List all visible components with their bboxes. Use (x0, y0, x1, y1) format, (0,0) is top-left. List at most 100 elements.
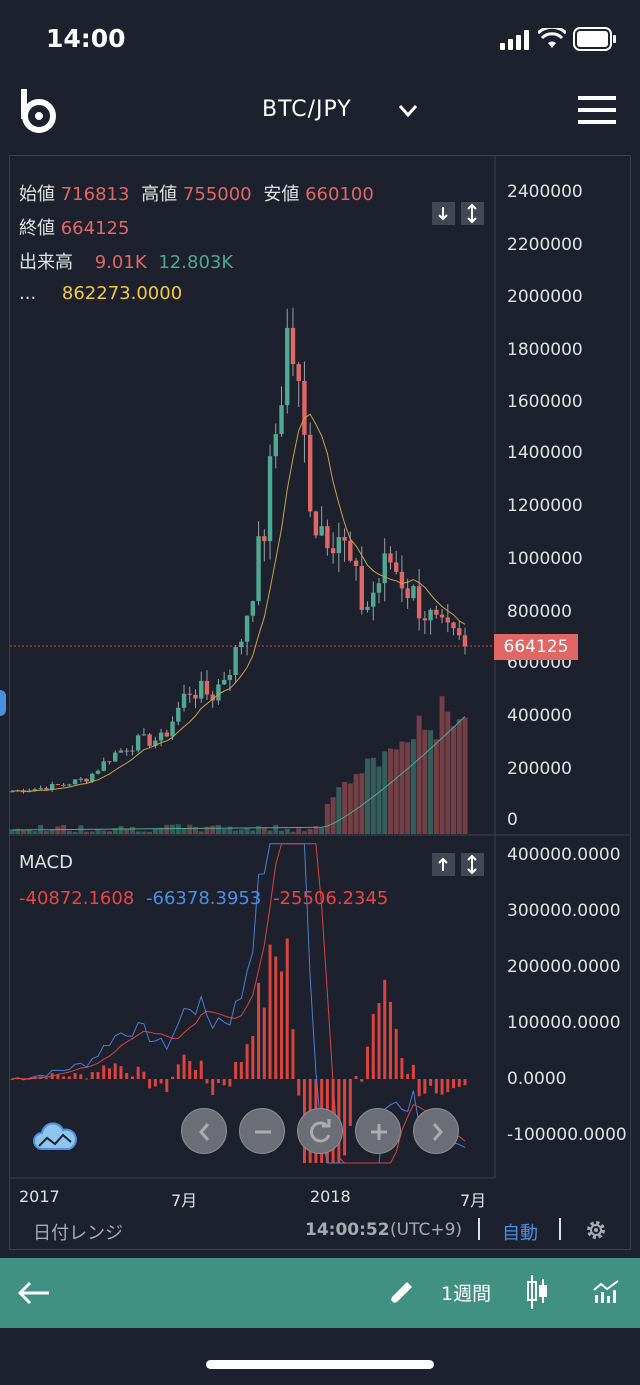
volume-bar (204, 826, 210, 834)
volume-bar (261, 827, 267, 834)
volume-bar (66, 830, 72, 834)
volume-bar (20, 829, 26, 834)
home-indicator (206, 1360, 434, 1369)
price-tick: 1800000 (507, 340, 583, 360)
candle-body (405, 588, 410, 599)
zoom-in-button[interactable] (355, 1108, 401, 1154)
back-arrow-icon[interactable] (17, 1280, 51, 1306)
arrow-up-icon (438, 857, 448, 871)
volume-bar (152, 828, 158, 834)
macd-histogram-bar (354, 1076, 358, 1079)
scale-expand-button[interactable] (461, 202, 484, 225)
pencil-icon[interactable] (386, 1278, 416, 1308)
volume-value-2: 12.803K (158, 252, 234, 273)
price-tick: 200000 (507, 759, 572, 779)
timezone[interactable]: (UTC+9) (390, 1220, 463, 1240)
candle-body (399, 571, 405, 589)
auto-scale-button[interactable]: 自動 (502, 1223, 538, 1244)
candle-body (296, 364, 301, 381)
period-selector[interactable]: 1週間 (441, 1283, 492, 1305)
indicator-icon[interactable] (592, 1278, 620, 1304)
volume-bar (198, 831, 204, 834)
candle-body (434, 609, 439, 615)
macd-histogram-bar (216, 1079, 220, 1084)
volume-label: 出来高 (19, 252, 73, 273)
macd-histogram-bar (285, 938, 289, 1079)
candle-body (90, 773, 95, 782)
macd-histogram-bar (440, 1079, 444, 1095)
candle-body (158, 732, 164, 741)
macd-histogram-bar (388, 1001, 392, 1079)
macd-scale-expand-button[interactable] (461, 853, 484, 876)
candlestick-icon[interactable] (525, 1273, 549, 1311)
date-range-button[interactable]: 日付レンジ (33, 1223, 123, 1244)
macd-histogram-bar (383, 979, 387, 1079)
low-label: 安値 (263, 184, 300, 205)
candle-body (285, 327, 290, 406)
volume-bar (32, 831, 38, 834)
volume-bar (9, 829, 15, 834)
candle-body (376, 583, 382, 593)
volume-bar (250, 830, 256, 834)
plus-icon (371, 1124, 387, 1140)
candle-body (193, 694, 198, 699)
chevron-down-icon[interactable] (398, 104, 418, 118)
scroll-right-button[interactable] (413, 1108, 459, 1154)
macd-histogram-bar (239, 1061, 243, 1079)
candle-body (153, 740, 158, 746)
candle-body (250, 601, 256, 616)
macd-tick: 0.0000 (507, 1069, 567, 1089)
macd-histogram-bar (366, 1046, 370, 1079)
candle-body (199, 680, 204, 699)
candle-body (239, 641, 244, 648)
macd-histogram-bar (360, 1079, 364, 1082)
candle-body (290, 327, 296, 365)
bottom-toolbar: 1週間 (0, 1258, 640, 1328)
macd-histogram-bar (182, 1054, 186, 1079)
candle-body (61, 784, 66, 786)
chevron-left-icon (199, 1123, 210, 1141)
candle-body (342, 537, 347, 541)
macd-histogram-bar (463, 1079, 467, 1086)
close-value: 664125 (60, 218, 130, 239)
bitbank-logo-icon[interactable] (19, 88, 59, 134)
candle-body (101, 761, 106, 771)
zoom-out-button[interactable] (239, 1108, 285, 1154)
gear-icon[interactable] (584, 1218, 608, 1242)
chart-frame[interactable] (9, 155, 631, 1250)
moving-average-line (11, 413, 466, 792)
cloud-icon[interactable] (33, 1122, 77, 1152)
candle-body (216, 684, 221, 701)
candle-body (107, 761, 112, 763)
macd-histogram-bar (62, 1076, 66, 1079)
macd-histogram-bar (119, 1066, 123, 1079)
status-time: 14:00 (46, 24, 126, 53)
volume-bar (284, 828, 290, 834)
macd-histogram-bar (171, 1076, 175, 1079)
volume-bar (49, 829, 55, 834)
volume-bar (405, 742, 411, 834)
candle-body (307, 434, 313, 512)
scale-down-button[interactable] (432, 202, 455, 225)
volume-bar (101, 830, 107, 834)
volume-bar (210, 825, 216, 834)
candlestick-chart[interactable] (0, 0, 640, 1250)
menu-icon[interactable] (578, 96, 616, 124)
scroll-left-button[interactable] (181, 1108, 227, 1154)
macd-scale-up-button[interactable] (432, 853, 455, 876)
macd-histogram-bar (291, 1029, 295, 1079)
chevron-right-icon (432, 1123, 443, 1141)
macd-histogram-bar (44, 1078, 48, 1080)
reset-button[interactable] (297, 1108, 343, 1154)
macd-histogram-bar (348, 1079, 352, 1126)
pair-title[interactable]: BTC/JPY (262, 97, 352, 122)
macd-histogram-bar (400, 1057, 404, 1079)
wifi-icon (538, 28, 566, 48)
volume-bar (147, 831, 153, 834)
macd-histogram-bar (446, 1079, 450, 1093)
open-value: 716813 (60, 184, 130, 205)
drawer-handle[interactable] (0, 690, 6, 716)
volume-bar (43, 830, 49, 834)
macd-histogram-bar (10, 1079, 14, 1080)
volume-bar (170, 824, 176, 834)
